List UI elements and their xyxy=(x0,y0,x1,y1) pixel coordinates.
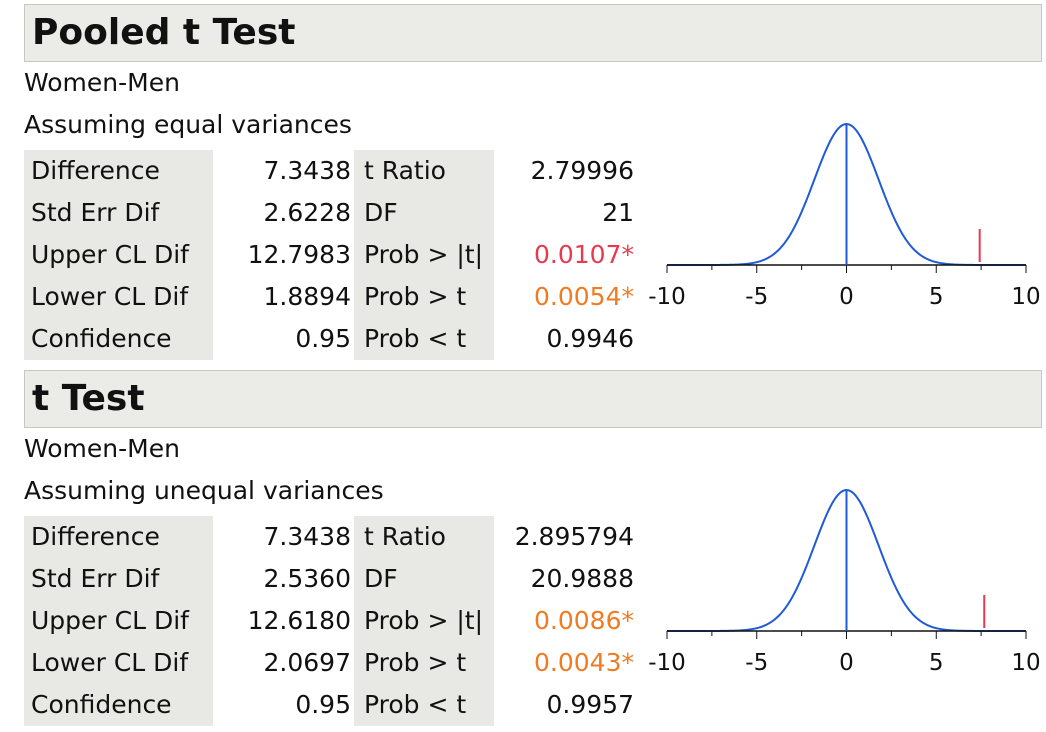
stat-value: 0.0107* xyxy=(534,240,634,269)
stat-value: 20.9888 xyxy=(530,564,634,593)
stat-value: 2.5360 xyxy=(263,564,351,593)
stat-value: 0.95 xyxy=(295,690,351,719)
stat-value: 7.3438 xyxy=(263,156,351,185)
stat-label: Prob < t xyxy=(364,690,467,719)
stat-label: Confidence xyxy=(31,324,172,353)
stat-label: Lower CL Dif xyxy=(31,282,189,311)
section-header-t-test[interactable]: t Test xyxy=(24,370,1042,428)
stat-label: DF xyxy=(364,564,398,593)
stat-label: Difference xyxy=(31,522,160,551)
stat-label: Upper CL Dif xyxy=(31,606,189,635)
stat-value: 21 xyxy=(602,198,634,227)
stat-value: 1.8894 xyxy=(263,282,351,311)
stat-value: 7.3438 xyxy=(263,522,351,551)
stat-label: Confidence xyxy=(31,690,172,719)
stat-label: Upper CL Dif xyxy=(31,240,189,269)
assumption-label: Assuming unequal variances xyxy=(24,476,384,505)
t-distribution-plot: -10 -5 0 5 10 xyxy=(648,488,1041,676)
section-title: t Test xyxy=(32,378,145,419)
x-tick-label: 5 xyxy=(929,284,944,310)
label-column-bg xyxy=(24,150,213,360)
stat-label: Prob > |t| xyxy=(364,606,484,635)
stat-label: Prob > t xyxy=(364,648,467,677)
label-column-bg xyxy=(354,516,494,726)
stat-value: 0.0086* xyxy=(534,606,634,635)
x-tick-label: -5 xyxy=(745,650,768,676)
stat-value: 12.7983 xyxy=(247,240,351,269)
label-column-bg xyxy=(354,150,494,360)
section-title: Pooled t Test xyxy=(32,12,296,53)
stat-value: 0.0043* xyxy=(534,648,634,677)
stat-label: Prob > t xyxy=(364,282,467,311)
x-tick-label: 5 xyxy=(929,650,944,676)
stat-label: Std Err Dif xyxy=(31,198,160,227)
x-tick-label: -5 xyxy=(745,284,768,310)
stat-label: Prob > |t| xyxy=(364,240,484,269)
stat-label: Prob < t xyxy=(364,324,467,353)
stat-label: DF xyxy=(364,198,398,227)
stat-value: 2.895794 xyxy=(514,522,634,551)
stat-value: 0.9946 xyxy=(546,324,634,353)
comparison-label: Women-Men xyxy=(24,68,180,97)
assumption-label: Assuming equal variances xyxy=(24,110,352,139)
stat-value: 12.6180 xyxy=(247,606,351,635)
stat-label: Difference xyxy=(31,156,160,185)
stat-value: 0.9957 xyxy=(546,690,634,719)
x-tick-label: -10 xyxy=(648,650,686,676)
stat-value: 2.6228 xyxy=(263,198,351,227)
stat-label: t Ratio xyxy=(364,522,446,551)
stat-value: 2.79996 xyxy=(530,156,634,185)
x-tick-label: 0 xyxy=(839,650,854,676)
t-distribution-plot: -10 -5 0 5 10 xyxy=(648,122,1041,310)
x-tick-label: -10 xyxy=(648,284,686,310)
stat-value: 0.95 xyxy=(295,324,351,353)
stat-label: Std Err Dif xyxy=(31,564,160,593)
comparison-label: Women-Men xyxy=(24,434,180,463)
label-column-bg xyxy=(24,516,213,726)
x-tick-label: 10 xyxy=(1011,650,1040,676)
x-tick-label: 10 xyxy=(1011,284,1040,310)
stat-value: 0.0054* xyxy=(534,282,634,311)
x-tick-label: 0 xyxy=(839,284,854,310)
stat-value: 2.0697 xyxy=(263,648,351,677)
stat-label: Lower CL Dif xyxy=(31,648,189,677)
stat-label: t Ratio xyxy=(364,156,446,185)
section-header-pooled[interactable]: Pooled t Test xyxy=(24,4,1042,62)
